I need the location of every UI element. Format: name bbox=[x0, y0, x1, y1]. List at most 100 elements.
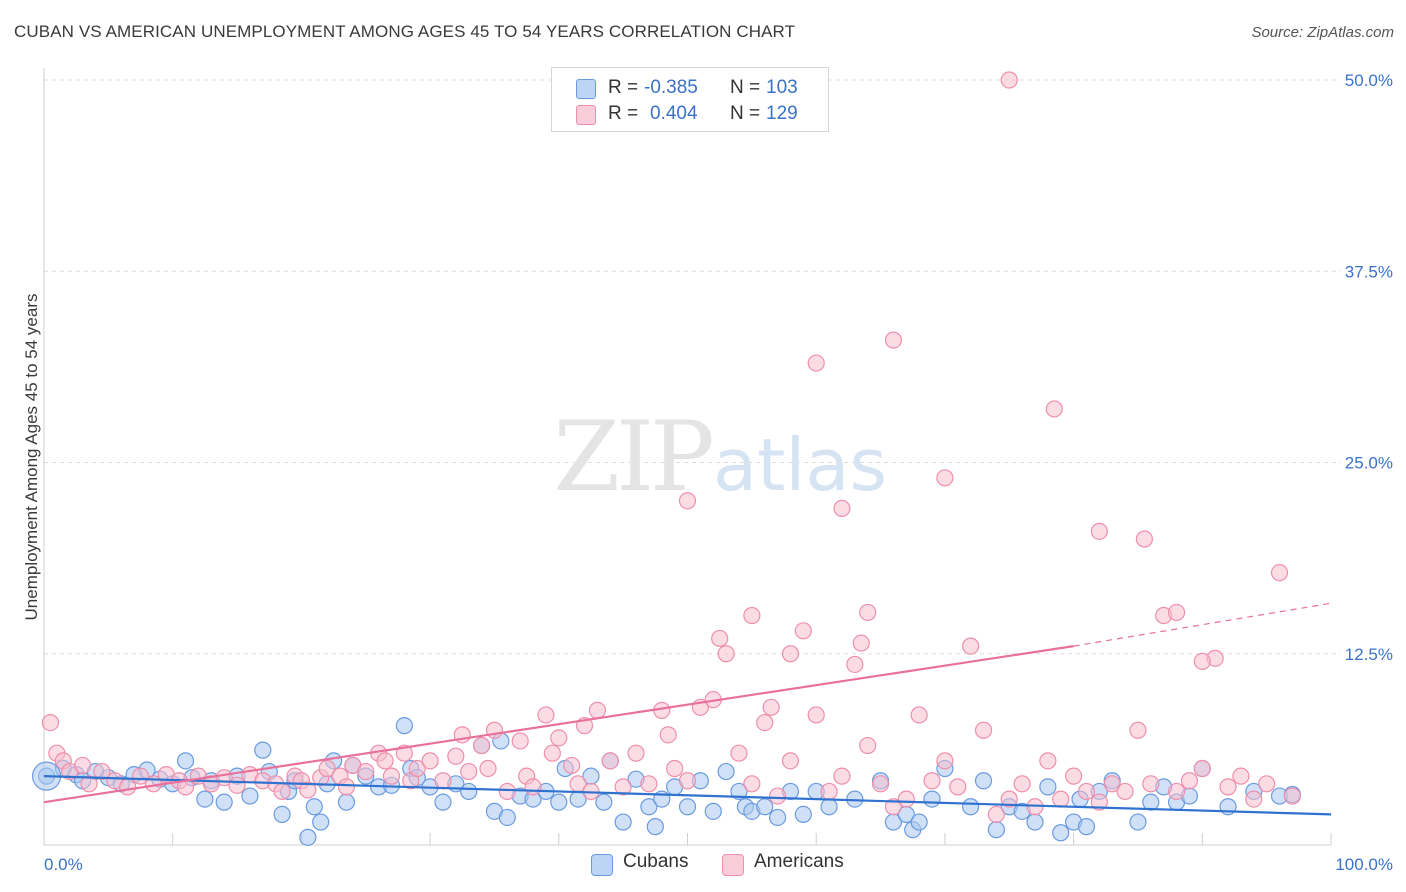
americans-point bbox=[1283, 787, 1301, 805]
y-tick-label: 25.0% bbox=[1345, 454, 1393, 473]
cubans-point bbox=[305, 798, 323, 816]
cubans-point bbox=[1026, 813, 1044, 831]
cubans-point bbox=[730, 782, 748, 801]
cubans-point bbox=[768, 808, 787, 827]
americans-point bbox=[472, 736, 491, 755]
americans-point bbox=[1077, 782, 1096, 801]
americans-point bbox=[228, 776, 246, 794]
americans-point bbox=[1180, 772, 1199, 790]
cubans-point bbox=[987, 821, 1005, 839]
americans-point bbox=[807, 354, 825, 372]
americans-point bbox=[833, 499, 851, 517]
americans-r-value: 0.404 bbox=[650, 103, 698, 124]
americans-point bbox=[852, 634, 870, 652]
y-tick-label: 37.5% bbox=[1345, 262, 1393, 281]
americans-point bbox=[659, 726, 677, 744]
americans-point bbox=[1103, 775, 1121, 793]
americans-point bbox=[1045, 400, 1063, 418]
americans-point bbox=[80, 775, 98, 793]
chart-title: CUBAN VS AMERICAN UNEMPLOYMENT AMONG AGE… bbox=[14, 22, 796, 41]
cubans-point bbox=[550, 793, 568, 811]
americans-point bbox=[74, 756, 92, 775]
americans-point bbox=[543, 744, 561, 762]
americans-point bbox=[447, 747, 465, 765]
americans-point bbox=[743, 606, 761, 625]
americans-point bbox=[524, 778, 542, 796]
americans-point bbox=[273, 782, 291, 801]
cubans-point bbox=[1129, 813, 1147, 831]
cubans-point bbox=[312, 813, 330, 831]
americans-point bbox=[807, 706, 825, 724]
americans-point bbox=[614, 778, 632, 796]
label-layer: 12.5% 25.0% 37.5% 50.0% 0.0% 100.0% bbox=[44, 71, 1393, 874]
americans-point bbox=[1000, 790, 1018, 808]
cubans-r-value: -0.385 bbox=[644, 77, 698, 98]
americans-point bbox=[357, 762, 375, 781]
americans-point bbox=[408, 759, 426, 778]
americans-point bbox=[859, 736, 877, 755]
cubans-point bbox=[176, 752, 195, 770]
cubans-point bbox=[756, 798, 774, 816]
americans-point bbox=[730, 744, 748, 762]
cubans-point bbox=[337, 793, 356, 811]
americans-point bbox=[1270, 564, 1289, 582]
cubans-r-label: R = bbox=[608, 77, 639, 98]
cubans-point bbox=[678, 798, 697, 816]
americans-point bbox=[897, 790, 915, 808]
cubans-point bbox=[640, 798, 658, 816]
cubans-point bbox=[254, 741, 272, 759]
cubans-point bbox=[962, 798, 980, 816]
cubans-point bbox=[595, 793, 613, 811]
americans-point bbox=[337, 778, 356, 796]
cubans-point bbox=[434, 793, 452, 811]
americans-trend-line bbox=[43, 645, 1074, 804]
americans-point bbox=[949, 778, 967, 796]
x-tick-label: 0.0% bbox=[44, 855, 83, 874]
americans-point bbox=[820, 782, 838, 801]
americans-point bbox=[640, 775, 658, 793]
americans-point bbox=[1167, 782, 1186, 801]
americans-point bbox=[119, 778, 137, 796]
cubans-point bbox=[923, 790, 941, 808]
americans-point bbox=[1052, 790, 1070, 808]
americans-point bbox=[550, 729, 568, 747]
americans-point bbox=[678, 772, 697, 790]
americans-point bbox=[768, 787, 787, 805]
trend-layer bbox=[43, 602, 1332, 816]
americans-point bbox=[756, 713, 774, 732]
cubans-point bbox=[704, 802, 722, 820]
americans-point bbox=[846, 655, 864, 674]
americans-point bbox=[987, 805, 1005, 824]
americans-point bbox=[1129, 721, 1147, 739]
grid-layer bbox=[44, 79, 1341, 655]
bottom-americans-swatch bbox=[722, 854, 744, 876]
y-tick-label: 12.5% bbox=[1345, 645, 1393, 664]
americans-point bbox=[678, 492, 697, 510]
cubans-point bbox=[273, 805, 291, 824]
cubans-point bbox=[1142, 793, 1160, 811]
americans-point bbox=[382, 767, 401, 785]
americans-point bbox=[923, 772, 941, 790]
cubans-n-label: N = bbox=[730, 77, 761, 98]
americans-point bbox=[1258, 775, 1276, 793]
americans-point bbox=[1039, 752, 1057, 770]
americans-point bbox=[1000, 71, 1018, 89]
cubans-point bbox=[717, 762, 735, 781]
americans-point bbox=[762, 698, 780, 716]
americans-point bbox=[511, 732, 529, 750]
cubans-point bbox=[241, 787, 259, 805]
watermark-atlas: atlas bbox=[713, 423, 887, 507]
americans-point bbox=[1135, 530, 1153, 548]
cubans-point bbox=[498, 808, 516, 827]
americans-point bbox=[1167, 603, 1186, 622]
americans-point bbox=[936, 469, 954, 487]
source-label: Source: ZipAtlas.com bbox=[1251, 24, 1394, 41]
americans-point bbox=[1193, 652, 1211, 671]
cubans-point bbox=[1039, 778, 1057, 796]
americans-point bbox=[666, 759, 684, 778]
americans-point bbox=[498, 782, 516, 801]
cubans-point bbox=[1077, 818, 1096, 836]
cubans-point bbox=[794, 805, 812, 824]
americans-point bbox=[974, 721, 993, 739]
cubans-point bbox=[460, 782, 478, 801]
